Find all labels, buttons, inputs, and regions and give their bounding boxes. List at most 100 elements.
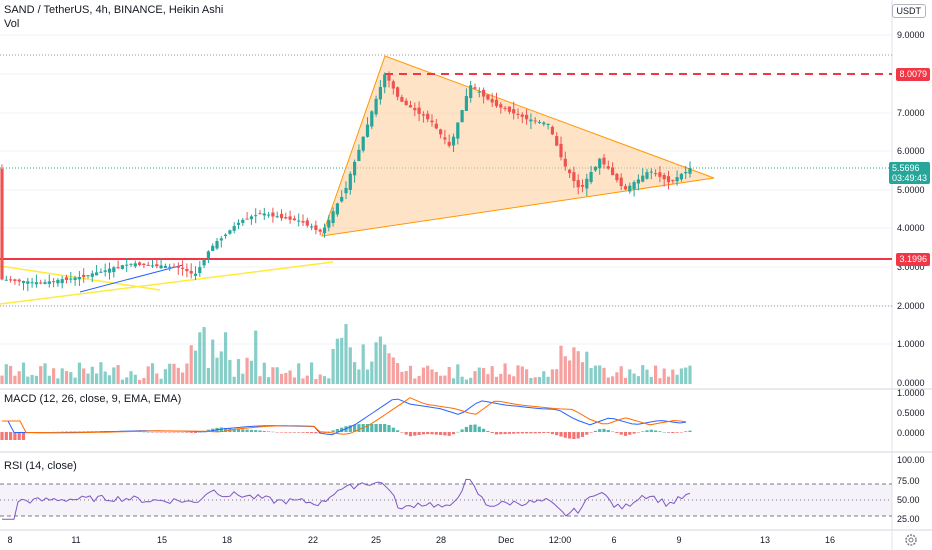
candle-body — [120, 265, 124, 269]
currency-button[interactable]: USDT — [891, 4, 926, 18]
candle-body — [112, 267, 116, 273]
candle-body — [374, 98, 378, 115]
candle-body — [288, 216, 292, 220]
candle-body — [503, 107, 507, 109]
volume-bar — [593, 365, 597, 384]
macd-histogram-bar — [4, 432, 8, 440]
candle-body — [146, 264, 150, 266]
macd-histogram-bar — [391, 427, 395, 432]
volume-bar — [202, 327, 206, 384]
macd-histogram-bar — [327, 431, 331, 433]
candle-body — [224, 234, 228, 237]
candle-body — [555, 136, 559, 146]
volume-bar — [434, 371, 438, 384]
candle-body — [327, 220, 331, 228]
volume-bar — [142, 378, 146, 384]
macd-histogram-bar — [176, 432, 180, 433]
candle-body — [258, 213, 262, 215]
candle-body — [155, 264, 159, 267]
candle-body — [632, 182, 636, 190]
candle-body — [387, 74, 391, 81]
volume-bar — [641, 365, 645, 384]
volume-bar — [241, 373, 245, 384]
candle-body — [649, 171, 653, 173]
volume-bar — [666, 376, 671, 384]
candle-body — [318, 229, 322, 232]
macd-histogram-bar — [206, 429, 210, 432]
volume-bar — [249, 360, 253, 384]
volume-bar — [301, 378, 305, 384]
triangle-pattern[interactable] — [321, 55, 715, 237]
candle-body — [593, 166, 597, 171]
time-tick: 9 — [676, 535, 681, 545]
volume-bar — [193, 350, 198, 384]
volume-bar — [417, 375, 421, 384]
candle-body — [73, 277, 77, 281]
candle-body — [331, 211, 335, 223]
macd-histogram-bar — [477, 426, 481, 432]
candle-body — [430, 120, 434, 123]
volume-bar — [125, 377, 129, 384]
volume-bar — [550, 369, 554, 384]
volume-bar — [628, 369, 632, 384]
volume-bar — [464, 379, 468, 384]
candle-body — [344, 187, 348, 194]
candle-body — [413, 107, 417, 111]
macd-histogram-bar — [546, 432, 550, 433]
macd-histogram-bar — [499, 432, 503, 435]
volume-bar — [13, 375, 17, 384]
candle-body — [56, 279, 60, 284]
macd-histogram-bar — [335, 428, 339, 432]
candle-body — [658, 172, 662, 177]
volume-bar — [47, 375, 51, 384]
macd-histogram-bar — [598, 429, 602, 432]
volume-bar — [0, 375, 4, 384]
volume-bar — [383, 344, 387, 384]
candle-body — [611, 167, 615, 176]
candle-body — [494, 99, 499, 107]
candle-body — [297, 220, 301, 222]
macd-histogram-bar — [688, 430, 692, 432]
blue-trend-arrow[interactable] — [79, 264, 184, 293]
macd-histogram-bar — [469, 424, 473, 432]
volume-bar — [305, 375, 309, 384]
macd-histogram-bar — [628, 432, 632, 435]
volume-bar — [469, 377, 473, 384]
candle-body — [340, 196, 344, 202]
candle-body — [482, 89, 486, 97]
time-tick: 12:00 — [549, 535, 572, 545]
macd-histogram-bar — [404, 432, 408, 435]
macd-histogram-bar — [142, 431, 146, 433]
volume-bar — [451, 378, 456, 384]
candle-body — [77, 276, 81, 280]
candle-body — [116, 267, 120, 269]
gear-icon[interactable] — [905, 534, 917, 546]
macd-histogram-bar — [421, 432, 425, 435]
volume-bar — [490, 366, 494, 384]
candle-body — [159, 265, 163, 269]
macd-histogram-bar — [426, 432, 430, 435]
volume-bar — [611, 376, 615, 384]
candle-body — [361, 136, 365, 151]
volume-bar — [4, 364, 8, 384]
macd-histogram-bar — [168, 432, 172, 433]
macd-histogram-bar — [86, 431, 90, 432]
volume-bar — [56, 378, 60, 384]
macd-histogram-bar — [159, 432, 163, 433]
macd-histogram-bar — [288, 432, 292, 433]
macd-histogram-bar — [150, 432, 155, 433]
volume-bar — [430, 369, 434, 384]
macd-histogram-bar — [378, 424, 382, 432]
macd-histogram-bar — [413, 432, 417, 436]
macd-histogram-bar — [249, 429, 253, 432]
volume-bar — [176, 367, 180, 384]
macd-histogram-bar — [568, 432, 572, 439]
volume-bar — [563, 356, 567, 384]
time-tick: 16 — [825, 535, 835, 545]
volume-bar — [568, 360, 572, 384]
current-price-label: 5.5696 03:49:43 — [888, 162, 930, 184]
volume-bar — [602, 367, 606, 384]
macd-histogram-bar — [482, 428, 486, 432]
volume-bar — [340, 337, 344, 384]
